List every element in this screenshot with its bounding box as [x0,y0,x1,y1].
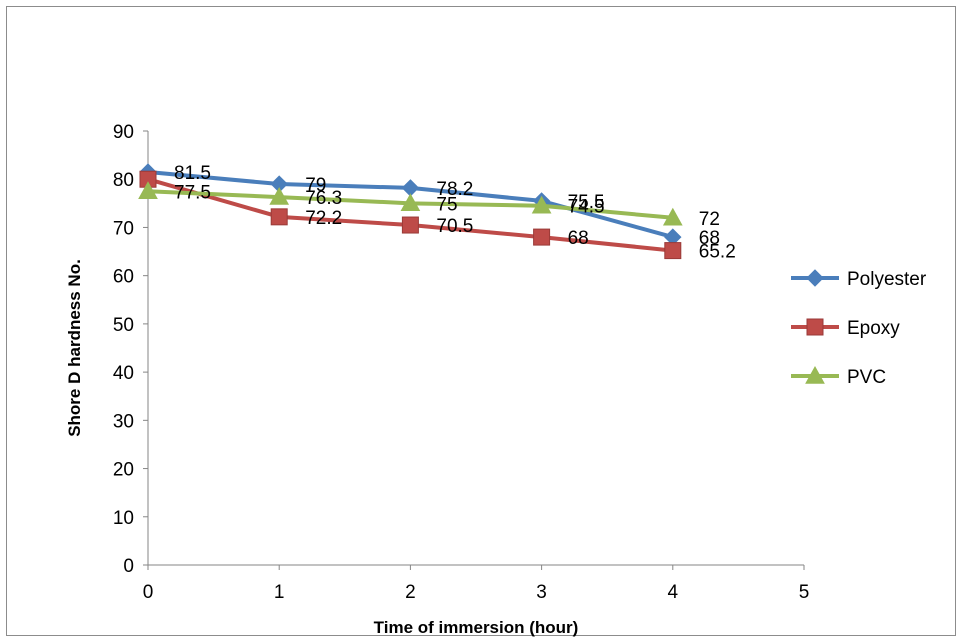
legend-label-epoxy: Epoxy [847,318,900,339]
polyester-data-label: 78.2 [436,179,473,200]
x-tick-label: 0 [143,582,154,603]
pvc-data-label: 74.5 [568,197,605,218]
legend-item-epoxy: Epoxy [791,318,900,339]
y-tick-label: 80 [113,170,134,191]
polyester-data-label: 81.5 [174,163,211,184]
polyester-data-label: 68 [699,228,720,249]
y-axis-title: Shore D hardness No. [65,259,84,437]
y-tick-label: 70 [113,218,134,239]
pvc-point [531,195,552,214]
pvc-point [138,181,158,199]
epoxy-data-label: 65.2 [699,242,736,263]
legend-marker-epoxy [806,318,824,336]
legend-item-polyester: Polyester [791,269,927,290]
pvc-data-label: 77.5 [174,182,211,203]
pvc-data-label: 76.3 [305,188,342,209]
legend: Polyester Epoxy PVC [791,269,927,388]
y-tick-label: 20 [113,460,134,481]
y-tick-label: 50 [113,315,134,336]
y-tick-label: 60 [113,267,134,288]
y-axis-ticks: 0 10 20 30 40 50 60 70 80 90 [113,122,148,577]
x-tick-label: 5 [799,582,810,603]
epoxy-point [664,242,682,260]
series-pvc [138,181,683,226]
epoxy-data-label: 70.5 [436,216,473,237]
pvc-data-label: 72 [699,209,720,230]
pvc-point [662,207,683,226]
epoxy-point [533,228,551,246]
series-epoxy [139,170,682,260]
pvc-data-label: 75 [436,194,457,215]
pvc-point [269,187,290,205]
legend-marker-pvc [805,365,825,384]
epoxy-data-label: 72.2 [305,208,342,229]
chart-frame: 0 10 20 30 40 50 60 70 80 90 0 1 2 3 4 5 Time of immer… [6,6,956,637]
x-axis-title: Time of immersion (hour) [374,618,579,637]
y-tick-label: 0 [123,556,134,577]
x-tick-label: 4 [668,582,679,603]
line-chart: 0 10 20 30 40 50 60 70 80 90 0 1 2 3 4 5 Time of immer… [65,122,927,637]
x-tick-label: 1 [274,582,285,603]
y-tick-label: 10 [113,508,134,529]
legend-label-pvc: PVC [847,367,886,388]
legend-item-pvc: PVC [791,365,886,388]
x-tick-label: 2 [405,582,416,603]
y-tick-label: 30 [113,411,134,432]
pvc-point [400,193,421,212]
series-layer [138,163,683,260]
y-tick-label: 90 [113,122,134,143]
polyester-data-label: 79 [305,175,326,196]
x-tick-label: 3 [536,582,547,603]
epoxy-point [270,208,288,226]
axes [147,131,804,566]
epoxy-point [401,216,419,234]
legend-label-polyester: Polyester [847,269,927,290]
y-tick-label: 40 [113,363,134,384]
polyester-data-label: 75.5 [568,192,605,213]
legend-marker-polyester [806,269,824,287]
x-axis-ticks: 0 1 2 3 4 5 [143,565,810,603]
epoxy-data-label: 68 [568,228,589,249]
